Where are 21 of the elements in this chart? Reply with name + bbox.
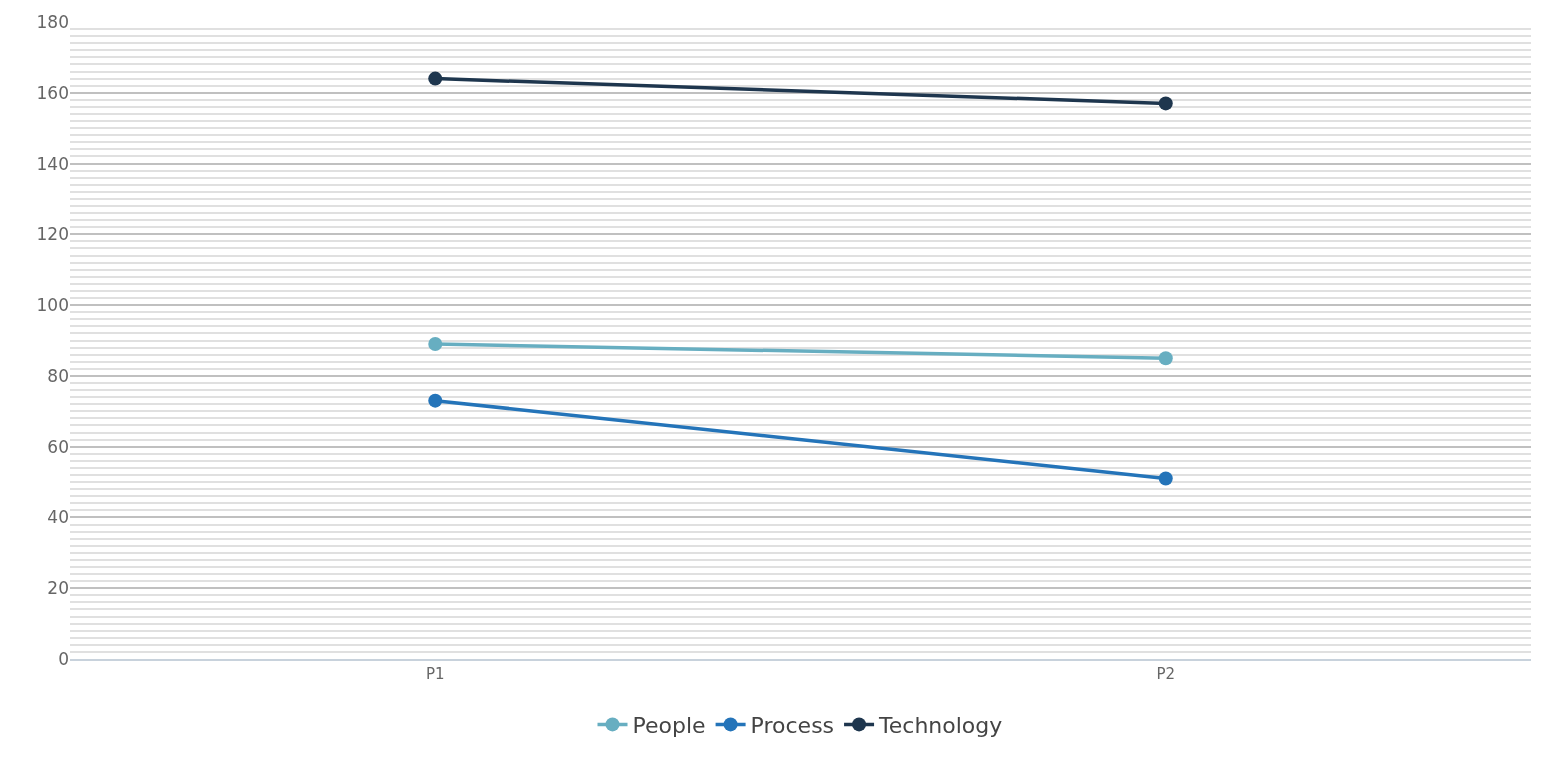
legend-label: Technology [878,712,1003,738]
y-tick-label: 140 [36,153,69,174]
point [428,337,443,352]
point [428,71,443,86]
y-tick-label: 120 [36,224,69,245]
point [428,393,443,408]
point [1158,471,1173,486]
legend-label: People [632,712,706,738]
point [1158,96,1173,111]
x-tick-label: P1 [425,665,445,683]
y-tick-label: 60 [47,436,69,457]
y-tick-label: 0 [58,648,69,669]
y-tick-label: 20 [47,578,69,599]
y-tick-label: 160 [36,82,69,103]
legend-label: Process [750,712,835,738]
y-tick-label: 180 [36,11,69,32]
point [1158,351,1173,366]
y-tick-label: 100 [36,295,69,316]
y-tick-label: 40 [47,507,69,528]
y-tick-label: 80 [47,365,69,386]
x-tick-label: P2 [1156,665,1176,683]
